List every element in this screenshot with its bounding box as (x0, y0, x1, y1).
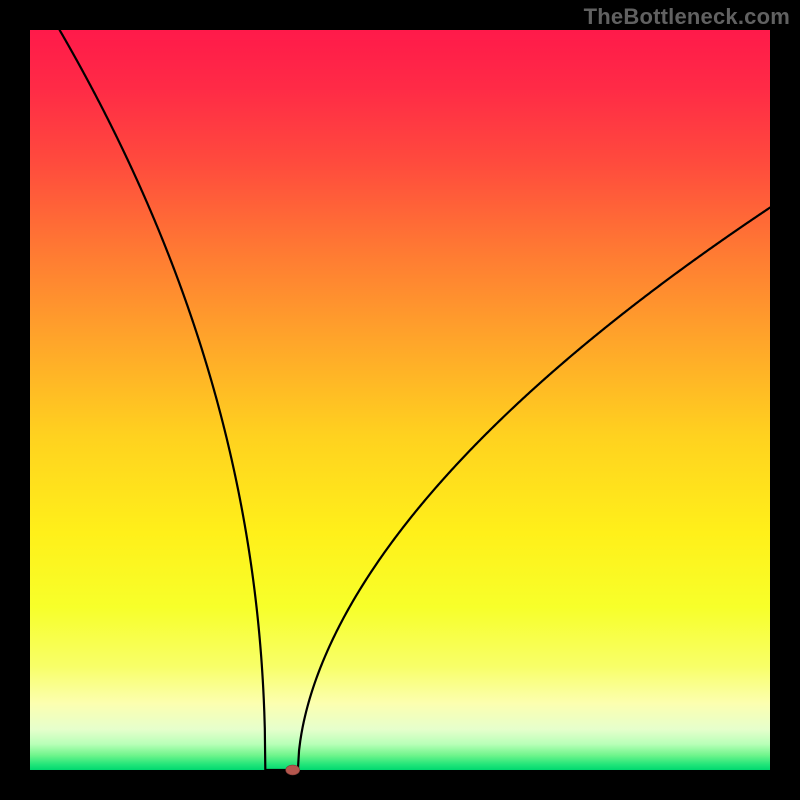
chart-plot-area (30, 30, 770, 770)
bottleneck-chart (0, 0, 800, 800)
valley-marker (286, 765, 300, 775)
chart-container: TheBottleneck.com (0, 0, 800, 800)
watermark-text: TheBottleneck.com (584, 4, 790, 30)
